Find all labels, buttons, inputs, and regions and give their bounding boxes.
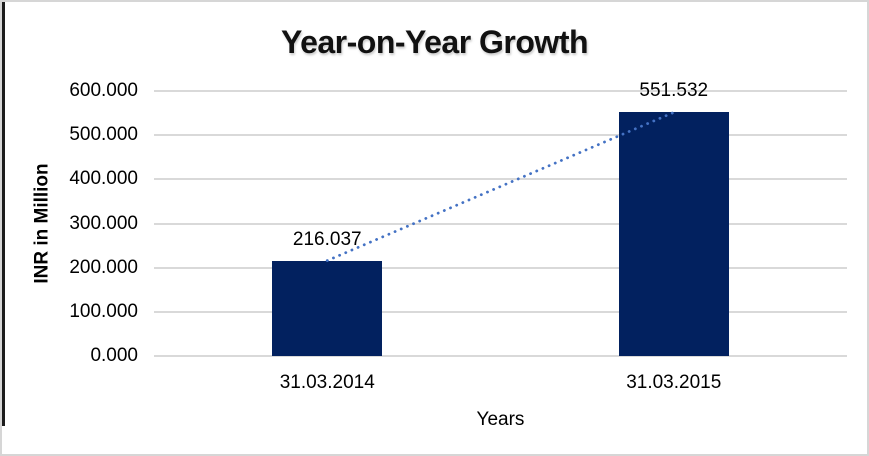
- x-axis-title: Years: [476, 409, 525, 430]
- window-left-edge: [2, 2, 5, 426]
- y-tick-label: 100.000: [69, 300, 138, 322]
- gridline: [154, 266, 847, 269]
- gridline: [154, 178, 847, 181]
- y-tick-label: 200.000: [69, 256, 138, 278]
- gridline: [154, 355, 847, 357]
- y-tick-label: 600.000: [69, 80, 138, 101]
- x-category-label: 31.03.2014: [279, 372, 375, 393]
- bar: [618, 112, 729, 356]
- y-axis-title: INR in Million: [31, 163, 53, 284]
- gridline: [154, 222, 847, 225]
- gridline: [154, 90, 847, 92]
- y-tick-label: 500.000: [69, 124, 138, 146]
- y-tick-label: 300.000: [69, 212, 138, 234]
- bar: [272, 260, 383, 356]
- x-category-label: 31.03.2015: [626, 372, 722, 393]
- bar-value-label: 216.037: [292, 228, 362, 250]
- y-tick-label: 400.000: [69, 168, 138, 190]
- gridline: [154, 134, 847, 137]
- y-tick-label: 0.000: [90, 345, 138, 366]
- bar-value-label: 551.532: [639, 80, 709, 102]
- gridline: [154, 310, 847, 313]
- chart-title: Year-on-Year Growth: [280, 24, 589, 60]
